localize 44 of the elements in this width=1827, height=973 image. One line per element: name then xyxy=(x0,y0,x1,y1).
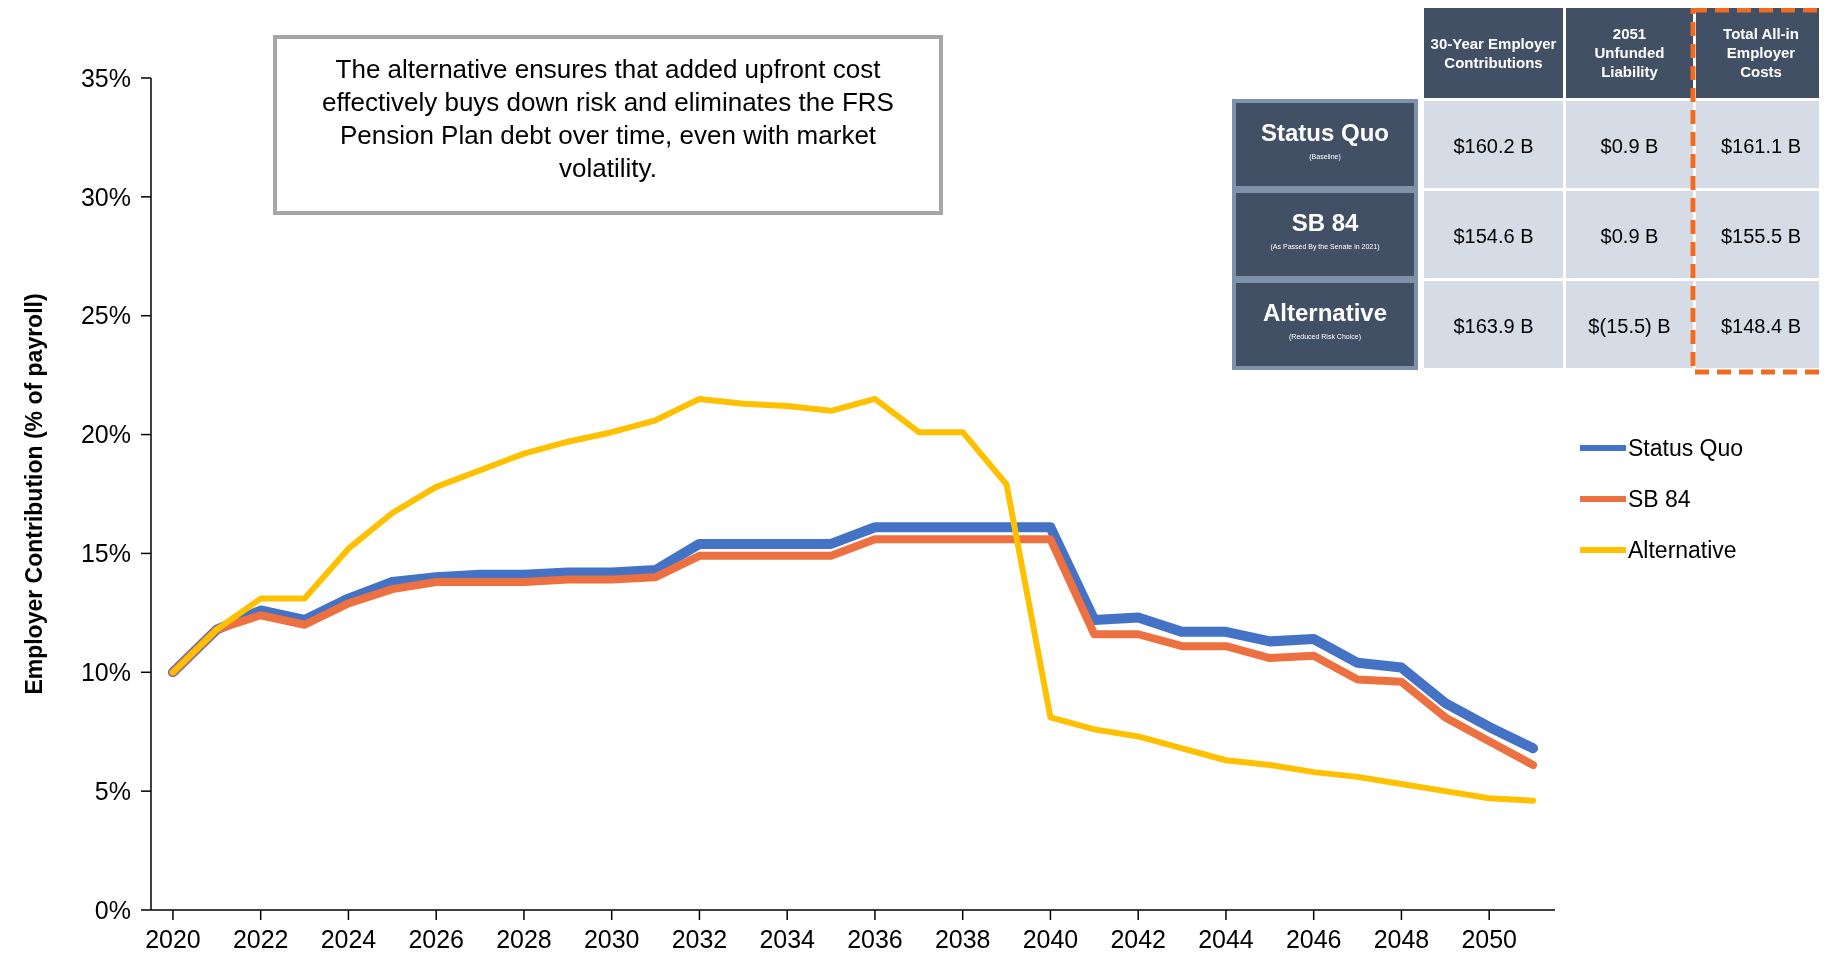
x-tick-label: 2020 xyxy=(145,925,201,953)
x-tick-label: 2044 xyxy=(1198,925,1254,953)
x-tick-label: 2026 xyxy=(408,925,464,953)
category-label: 2051 Unfunded Liability xyxy=(1594,25,1665,81)
category-label: Total All-in Employer Costs xyxy=(1723,25,1799,81)
x-tick-label: 2046 xyxy=(1285,925,1342,953)
legend-label: Status Quo xyxy=(1628,435,1744,462)
category-label: Alternative xyxy=(1262,299,1388,326)
text: $148.4 B xyxy=(1720,315,1802,337)
text: $154.6 B xyxy=(1453,225,1534,247)
x-tick-label: 2028 xyxy=(496,925,552,953)
y-tick-label: 25% xyxy=(80,301,131,330)
x-tick-label: 2050 xyxy=(1461,925,1517,953)
category-label: 30-Year Employer Contributions xyxy=(1430,34,1557,71)
text: $163.9 B xyxy=(1453,315,1534,337)
text: $0.9 B xyxy=(1600,225,1659,247)
y-tick-label: 20% xyxy=(80,420,131,449)
y-tick-label: 10% xyxy=(80,658,131,687)
x-tick-label: 2042 xyxy=(1110,925,1166,953)
x-tick-label: 2030 xyxy=(583,925,640,953)
x-tick-label: 2038 xyxy=(934,925,991,953)
y-tick-label: 35% xyxy=(80,63,131,92)
x-tick-label: 2022 xyxy=(232,925,289,953)
text: $160.2 B xyxy=(1453,135,1534,157)
text: $(15.5) B xyxy=(1588,315,1671,337)
y-tick-label: 30% xyxy=(80,182,131,211)
x-tick-label: 2032 xyxy=(671,925,728,953)
x-tick-label: 2024 xyxy=(320,925,377,953)
legend-label: SB 84 xyxy=(1628,486,1691,513)
annotation: The alternative ensures that added upfront cost effectively buys down risk and eliminates the FRS Pension Plan debt over time, even with market volatility. xyxy=(322,54,894,183)
category-label: SB 84 xyxy=(1291,209,1359,236)
y-tick-label: 0% xyxy=(94,895,131,924)
x-tick-label: 2034 xyxy=(759,925,816,953)
text: $0.9 B xyxy=(1600,135,1659,157)
legend-label: Alternative xyxy=(1628,537,1737,564)
text: $161.1 B xyxy=(1720,135,1802,157)
category-label: Status Quo xyxy=(1260,119,1390,146)
y-tick-label: 15% xyxy=(80,539,131,568)
y-tick-label: 5% xyxy=(94,776,131,805)
x-tick-label: 2040 xyxy=(1022,925,1079,953)
x-tick-label: 2048 xyxy=(1373,925,1430,953)
text: $155.5 B xyxy=(1720,225,1802,247)
x-tick-label: 2036 xyxy=(847,925,903,953)
y-axis-title: Employer Contribution (% of payroll) xyxy=(21,293,47,695)
